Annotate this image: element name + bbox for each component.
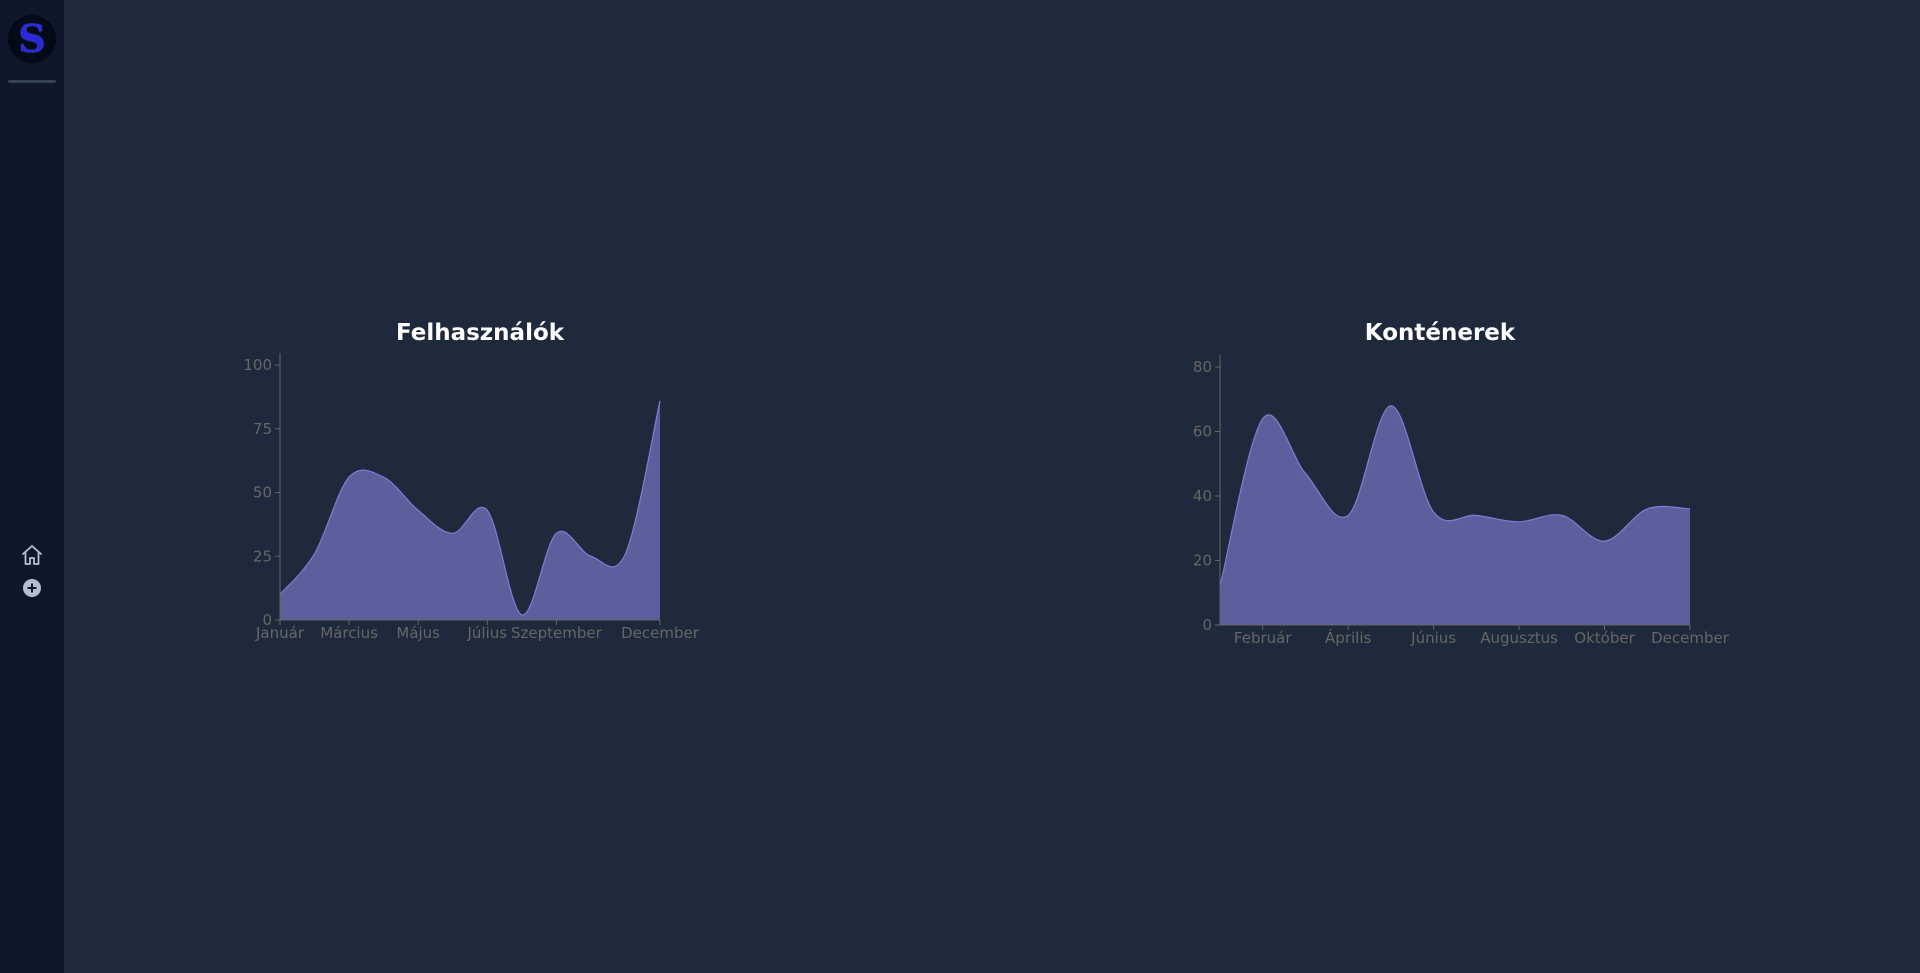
series-area [1220, 405, 1690, 625]
x-tick-label: Július [466, 624, 507, 642]
y-tick-label: 40 [1193, 487, 1212, 505]
x-tick-label: December [1651, 629, 1730, 647]
y-tick-label: 0 [262, 611, 272, 629]
y-tick-label: 60 [1193, 423, 1212, 441]
y-tick-label: 100 [243, 356, 272, 374]
chart-svg: 0 25 50 75 100 Január Március Május Július Szepte… [243, 353, 700, 642]
plus-circle-icon [23, 579, 41, 597]
chart-title: Konténerek [1364, 320, 1516, 346]
x-tick-label: Április [1325, 628, 1371, 647]
x-tick-label: December [621, 624, 700, 642]
chart-felhasznalok: Felhasználók 0 25 50 75 100 Január Március Máju… [230, 320, 730, 660]
sidebar: S [0, 0, 64, 973]
series-line [279, 400, 661, 616]
x-tick-label: Augusztus [1480, 629, 1558, 647]
x-tick-label: Szeptember [511, 624, 603, 642]
y-tick-label: 25 [253, 547, 272, 565]
y-tick-label: 50 [253, 484, 272, 502]
x-tick-label: Június [1410, 629, 1456, 647]
x-tick-label: Május [396, 624, 440, 642]
chart-svg: 0 20 40 60 80 Február Április Június Augusztus Ok… [1193, 355, 1730, 647]
home-icon [22, 545, 42, 565]
sidebar-item-add[interactable] [22, 578, 42, 598]
sidebar-divider [8, 80, 56, 83]
y-tick-label: 0 [1202, 616, 1212, 634]
y-tick-label: 75 [253, 420, 272, 438]
x-tick-label: Október [1574, 629, 1635, 647]
x-tick-label: Március [320, 624, 378, 642]
chart-kontenerek: Konténerek 0 20 40 60 80 Február Április Június… [1170, 320, 1730, 660]
x-tick-label: Január [255, 624, 305, 642]
series-line [1219, 405, 1691, 587]
series-area [280, 400, 660, 620]
sidebar-item-home[interactable] [20, 543, 44, 567]
logo-letter: S [18, 16, 46, 61]
y-tick-label: 80 [1193, 358, 1212, 376]
y-tick-label: 20 [1193, 552, 1212, 570]
app-logo[interactable]: S [8, 15, 56, 63]
chart-title: Felhasználók [395, 320, 565, 346]
x-tick-label: Február [1234, 629, 1292, 647]
